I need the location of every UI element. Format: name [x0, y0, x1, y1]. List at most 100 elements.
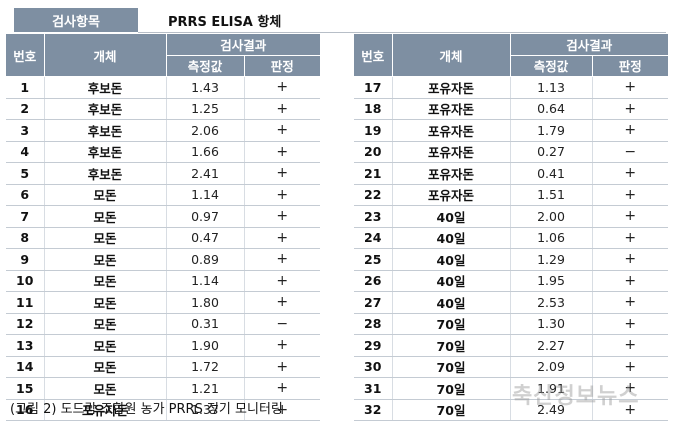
row-measured-value: 1.29 — [510, 248, 593, 271]
row-subject: 40일 — [392, 248, 511, 271]
table-row: 13 모돈 1.90 + — [6, 334, 321, 357]
row-subject: 모돈 — [44, 184, 167, 206]
row-subject: 후보돈 — [44, 141, 167, 163]
row-subject: 포유자돈 — [44, 399, 167, 421]
table-row: 23 40일 2.00 + — [354, 205, 669, 228]
table-row: 2 후보돈 1.25 + — [6, 98, 321, 120]
row-number: 4 — [6, 141, 45, 163]
row-measured-value: 1.25 — [166, 98, 245, 120]
table-row: 17 포유자돈 1.13 + — [354, 76, 669, 99]
row-number: 1 — [6, 76, 45, 99]
row-subject: 모돈 — [44, 377, 167, 400]
col-header-measured: 측정값 — [166, 55, 245, 77]
row-measured-value: 1.13 — [510, 76, 593, 99]
row-measured-value: 2.53 — [510, 291, 593, 314]
row-judgment: + — [244, 248, 321, 271]
row-judgment: + — [244, 119, 321, 142]
row-judgment: + — [592, 205, 669, 228]
row-subject: 후보돈 — [44, 162, 167, 185]
col-header-no: 번호 — [6, 34, 45, 77]
row-judgment: + — [592, 334, 669, 357]
row-subject: 40일 — [392, 270, 511, 292]
row-number: 21 — [354, 162, 393, 185]
row-judgment: + — [592, 291, 669, 314]
row-number: 8 — [6, 227, 45, 249]
row-subject: 모돈 — [44, 313, 167, 335]
table-row: 24 40일 1.06 + — [354, 227, 669, 249]
table-row: 10 모돈 1.14 + — [6, 270, 321, 292]
test-item-value: PRRS ELISA 항체 — [168, 14, 282, 30]
table-row: 3 후보돈 2.06 + — [6, 119, 321, 142]
row-measured-value: 0.97 — [166, 205, 245, 228]
row-measured-value: 2.49 — [510, 399, 593, 421]
table-row: 21 포유자돈 0.41 + — [354, 162, 669, 185]
row-judgment: + — [592, 356, 669, 378]
row-number: 19 — [354, 119, 393, 142]
row-judgment: − — [244, 313, 321, 335]
row-subject: 포유자돈 — [392, 162, 511, 185]
row-subject: 70일 — [392, 399, 511, 421]
test-item-label: 검사항목 — [14, 8, 138, 32]
table-row: 4 후보돈 1.66 + — [6, 141, 321, 163]
row-judgment: + — [592, 399, 669, 421]
row-judgment: + — [244, 162, 321, 185]
col-header-result: 검사결과 — [166, 34, 321, 56]
table-row: 28 70일 1.30 + — [354, 313, 669, 335]
row-judgment: + — [244, 291, 321, 314]
row-judgment: + — [244, 227, 321, 249]
row-judgment: + — [592, 76, 669, 99]
table-row: 19 포유자돈 1.79 + — [354, 119, 669, 142]
table-row: 11 모돈 1.80 + — [6, 291, 321, 314]
results-table-left: 번호 개체 검사결과 측정값 판정 1 후보돈 1.43 +2 후보돈 1.25 +3 후보돈… — [6, 34, 321, 421]
row-subject: 70일 — [392, 334, 511, 357]
row-subject: 70일 — [392, 313, 511, 335]
row-judgment: + — [244, 356, 321, 378]
row-measured-value: 1.06 — [510, 227, 593, 249]
figure-caption: (그림 2) 도드람 조합원 농가 PRRS 정기 모니터링 — [10, 402, 283, 417]
row-number: 23 — [354, 205, 393, 228]
row-subject: 70일 — [392, 377, 511, 400]
row-subject: 40일 — [392, 205, 511, 228]
row-measured-value: 1.37 — [166, 399, 245, 421]
row-number: 14 — [6, 356, 45, 378]
row-number: 15 — [6, 377, 45, 400]
table-row: 25 40일 1.29 + — [354, 248, 669, 271]
table-row: 1 후보돈 1.43 + — [6, 76, 321, 99]
table-row: 7 모돈 0.97 + — [6, 205, 321, 228]
row-subject: 후보돈 — [44, 76, 167, 99]
table-row: 26 40일 1.95 + — [354, 270, 669, 292]
table-row: 27 40일 2.53 + — [354, 291, 669, 314]
row-subject: 포유자돈 — [392, 119, 511, 142]
table-body-right: 17 포유자돈 1.13 +18 포유자돈 0.64 +19 포유자돈 1.79 +20 포유자돈 0… — [354, 76, 669, 421]
col-header-no: 번호 — [354, 34, 393, 77]
results-table-right: 번호 개체 검사결과 측정값 판정 17 포유자돈 1.13 +18 포유자돈 0.64 +… — [354, 34, 669, 421]
table-row: 16 포유자돈 1.37 + — [6, 399, 321, 421]
row-measured-value: 0.41 — [510, 162, 593, 185]
row-subject: 40일 — [392, 227, 511, 249]
row-measured-value: 0.89 — [166, 248, 245, 271]
row-measured-value: 1.80 — [166, 291, 245, 314]
row-judgment: + — [592, 313, 669, 335]
row-subject: 포유자돈 — [392, 141, 511, 163]
row-judgment: + — [244, 141, 321, 163]
row-number: 22 — [354, 184, 393, 206]
col-header-measured: 측정값 — [510, 55, 593, 77]
row-judgment: + — [592, 377, 669, 400]
header-divider — [138, 32, 666, 33]
row-subject: 모돈 — [44, 248, 167, 271]
row-number: 6 — [6, 184, 45, 206]
row-measured-value: 0.64 — [510, 98, 593, 120]
row-measured-value: 0.27 — [510, 141, 593, 163]
row-number: 13 — [6, 334, 45, 357]
row-measured-value: 1.14 — [166, 184, 245, 206]
table-row: 22 포유자돈 1.51 + — [354, 184, 669, 206]
row-measured-value: 0.47 — [166, 227, 245, 249]
row-number: 31 — [354, 377, 393, 400]
row-measured-value: 0.31 — [166, 313, 245, 335]
row-number: 25 — [354, 248, 393, 271]
row-subject: 후보돈 — [44, 119, 167, 142]
row-measured-value: 1.43 — [166, 76, 245, 99]
row-measured-value: 2.41 — [166, 162, 245, 185]
row-judgment: + — [244, 76, 321, 99]
col-header-judgment: 판정 — [244, 55, 321, 77]
